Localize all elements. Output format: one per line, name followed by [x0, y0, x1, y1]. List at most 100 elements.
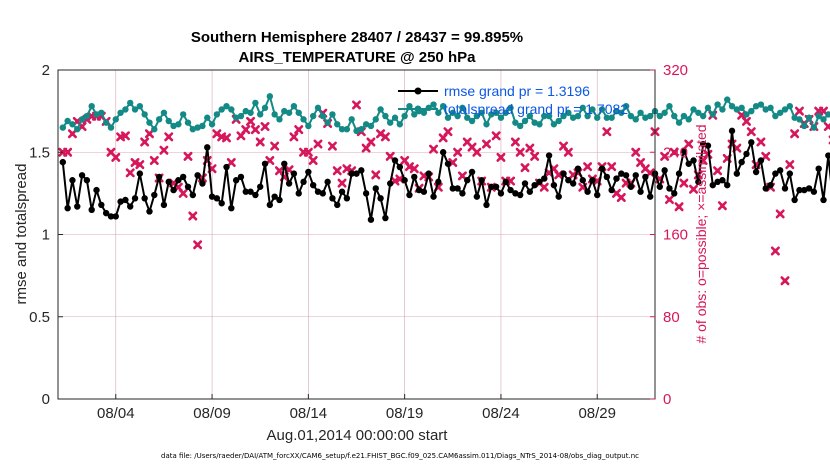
spread-point [396, 121, 404, 128]
spread-point [117, 109, 124, 116]
spread-point [704, 104, 712, 112]
rmse-point [574, 165, 582, 172]
rmse-point [218, 200, 225, 207]
obs-point-core [402, 158, 407, 163]
obs-point-core [161, 147, 167, 153]
obs-point-core [65, 150, 70, 155]
spread-point [102, 119, 110, 126]
rmse-point [675, 170, 683, 177]
spread-point [64, 117, 71, 125]
spread-point [59, 124, 67, 131]
obs-point-core [725, 156, 730, 161]
obs-point-core [758, 139, 764, 145]
rmse-point [88, 206, 95, 214]
obs-point-core [566, 150, 571, 155]
spread-point [685, 116, 692, 123]
obs-point [140, 137, 150, 147]
obs-point-core [517, 150, 523, 155]
obs-point-core [253, 127, 258, 132]
rmse-point [358, 167, 365, 174]
obs-point-core [551, 166, 557, 171]
rmse-point [825, 152, 830, 159]
obs-point-core [672, 150, 677, 155]
obs-point [717, 201, 727, 211]
obs-point-core [310, 158, 316, 163]
obs-point-core [484, 141, 489, 147]
rmse-point [507, 186, 514, 194]
spread-point [141, 111, 148, 118]
rmse-point [338, 188, 346, 195]
obs-point [741, 116, 751, 126]
spread-point [613, 107, 620, 115]
rmse-point [483, 201, 490, 209]
rmse-point [420, 188, 428, 195]
obs-point-core [152, 158, 157, 163]
obs-point-core [195, 242, 200, 247]
spread-point [656, 112, 664, 120]
spread-point [155, 116, 163, 123]
rmse-point [266, 201, 274, 209]
spread-point [353, 127, 360, 135]
x-tick-label: 08/29 [578, 405, 616, 422]
x-tick-label: 08/09 [193, 405, 231, 422]
rmse-point [208, 193, 216, 200]
rmse-point [329, 195, 336, 202]
obs-point [313, 139, 323, 149]
chart-title-line2: AIRS_TEMPERATURE @ 250 hPa [239, 49, 477, 66]
spread-point [305, 122, 312, 130]
rmse-point [541, 175, 548, 182]
obs-point [631, 147, 641, 157]
obs-point [337, 178, 347, 188]
obs-point-core [556, 172, 561, 178]
spread-point [671, 112, 678, 120]
y2-axis-ticks: 0 80 160 240 320 [650, 62, 688, 408]
legend-spread-marker [414, 105, 422, 113]
rmse-point [608, 186, 615, 194]
spread-point [690, 106, 697, 113]
rmse-point [141, 195, 148, 202]
spread-point [473, 112, 481, 120]
obs-point-core [440, 135, 446, 141]
rmse-point [189, 191, 197, 199]
rmse-point [690, 157, 697, 164]
y-axis-label: rmse and totalspread [13, 164, 30, 305]
rmse-point [622, 172, 630, 179]
spread-point [810, 124, 818, 131]
rmse-point [526, 188, 534, 195]
spread-point [733, 106, 741, 113]
spread-point [406, 102, 413, 110]
rmse-point [112, 213, 119, 220]
rmse-point [309, 181, 317, 189]
rmse-point [594, 191, 601, 199]
rmse-point [377, 195, 384, 202]
spread-point [136, 102, 144, 110]
rmse-point [213, 195, 221, 202]
rmse-point [584, 188, 591, 195]
x-tick-label: 08/14 [290, 405, 328, 422]
spread-point [560, 112, 567, 120]
spread-point [507, 104, 514, 112]
obs-point [539, 182, 549, 192]
obs-point-core [388, 154, 393, 159]
spread-point [194, 124, 201, 131]
spread-point [309, 112, 317, 120]
rmse-point [83, 177, 91, 184]
obs-point-core [113, 155, 118, 160]
rmse-point [550, 181, 558, 189]
obs-point-core [296, 127, 301, 132]
obs-point [761, 151, 771, 161]
spread-point [382, 112, 389, 120]
obs-point-core [89, 114, 94, 119]
obs-point-core [739, 113, 744, 118]
spread-point [184, 119, 192, 126]
obs-point [780, 276, 790, 286]
rmse-point [300, 178, 307, 186]
obs-point-core [209, 166, 215, 171]
rmse-point [319, 190, 326, 197]
obs-point [443, 127, 453, 137]
spread-point [478, 109, 485, 116]
spread-point [189, 126, 197, 133]
obs-point [785, 160, 795, 170]
spread-point [420, 109, 428, 116]
rmse-point [709, 181, 716, 189]
